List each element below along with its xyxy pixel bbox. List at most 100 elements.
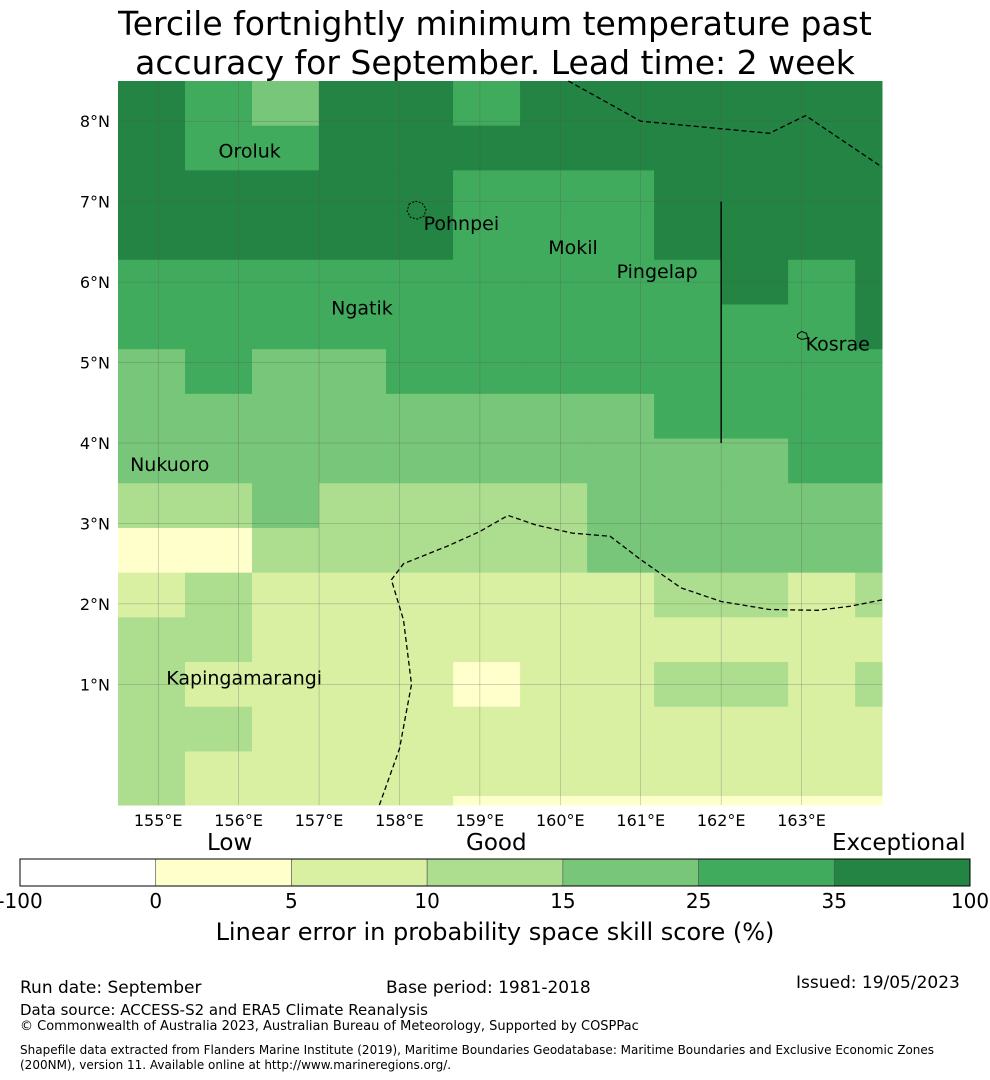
grid-cell <box>587 304 655 350</box>
grid-cell <box>185 617 253 663</box>
grid-cell <box>654 751 722 797</box>
grid-cell <box>252 349 320 395</box>
grid-cell <box>721 572 789 618</box>
grid-cell <box>520 304 588 350</box>
grid-cell <box>185 393 253 440</box>
grid-cell <box>118 304 186 350</box>
grid-cell <box>788 438 856 484</box>
grid-cell <box>386 438 454 484</box>
place-label-pingelap: Pingelap <box>617 261 698 283</box>
colorbar: -100 0 5 10 15 25 35 100 <box>0 858 989 913</box>
grid-cell <box>252 393 320 440</box>
grid-cell <box>520 527 588 574</box>
place-label-kapingamarangi: Kapingamarangi <box>166 667 322 689</box>
grid-cell <box>654 662 722 708</box>
grid-cell <box>453 662 521 708</box>
grid-cell <box>185 215 253 261</box>
grid-cell <box>319 751 387 797</box>
grid-cell <box>654 81 722 127</box>
grid-cell <box>319 438 387 484</box>
grid-cell <box>520 438 588 484</box>
grid-cell <box>118 527 186 574</box>
grid-cell <box>721 706 789 752</box>
grid-cell <box>587 438 655 484</box>
shapefile-credit: Shapefile data extracted from Flanders M… <box>20 1043 934 1073</box>
grid-cell <box>319 527 387 574</box>
grid-cell <box>252 483 320 529</box>
grid-cell <box>185 349 253 395</box>
grid-cell <box>788 483 856 529</box>
eez-boundaries <box>378 80 883 806</box>
place-label-oroluk: Oroluk <box>219 140 281 162</box>
grid-cell <box>252 617 320 663</box>
grid-cell <box>788 259 856 305</box>
grid-cell <box>788 572 856 618</box>
data-source: Data source: ACCESS-S2 and ERA5 Climate … <box>20 1001 428 1019</box>
grid-cell <box>453 751 521 797</box>
issued-date: Issued: 19/05/2023 <box>796 973 960 993</box>
grid-cell <box>319 796 387 806</box>
grid-cell <box>185 483 253 529</box>
grid-cell <box>386 662 454 708</box>
lat-tick-label: 6°N <box>80 273 110 292</box>
grid-cell <box>520 572 588 618</box>
grid-cell <box>185 527 253 574</box>
grid-cell <box>118 393 186 440</box>
grid-cell <box>386 527 454 574</box>
lon-tick-label: 160°E <box>536 811 585 830</box>
grid-cell <box>520 259 588 305</box>
grid-cell <box>654 215 722 261</box>
grid-cell <box>721 751 789 797</box>
grid-cell <box>587 81 655 127</box>
grid-cell <box>520 483 588 529</box>
grid-cell <box>319 662 387 708</box>
grid-cell <box>654 259 722 305</box>
grid-cell <box>252 796 320 806</box>
colorbar-tick-label: 15 <box>550 889 575 913</box>
colorbar-tick-label: 25 <box>686 889 711 913</box>
colorbar-tick-label: 5 <box>285 889 298 913</box>
copyright: © Commonwealth of Australia 2023, Austra… <box>20 1019 639 1034</box>
grid-cell <box>587 706 655 752</box>
grid-cell <box>654 796 722 806</box>
grid-cell <box>654 706 722 752</box>
grid-cell <box>453 572 521 618</box>
place-label-nukuoro: Nukuoro <box>130 454 209 476</box>
grid-cell <box>587 393 655 440</box>
grid-cell <box>118 751 186 797</box>
grid-cell <box>185 438 253 484</box>
colorbar-frame <box>19 858 971 887</box>
grid-cell <box>721 259 789 305</box>
grid-cell <box>721 483 789 529</box>
grid-cell <box>587 483 655 529</box>
grid-cell <box>252 125 320 171</box>
grid-cell <box>721 617 789 663</box>
grid-cell <box>319 125 387 171</box>
grid-cell <box>587 662 655 708</box>
title-line-1: Tercile fortnightly minimum temperature … <box>118 4 872 43</box>
grid-cell <box>721 81 789 127</box>
grid-cell <box>855 796 883 806</box>
grid-cell <box>453 617 521 663</box>
grid-cell <box>252 572 320 618</box>
grid-cell <box>721 215 789 261</box>
place-label-ngatik: Ngatik <box>331 297 393 319</box>
grid-cell <box>453 527 521 574</box>
grid-cell <box>520 796 588 806</box>
grid-cell <box>386 304 454 350</box>
grid-cell <box>855 662 883 708</box>
grid-cell <box>520 393 588 440</box>
grid-cell <box>654 438 722 484</box>
grid-cell <box>252 751 320 797</box>
grid-cell <box>788 617 856 663</box>
grid-cell <box>386 751 454 797</box>
grid-cell <box>788 706 856 752</box>
grid-cell <box>587 572 655 618</box>
grid-cell <box>319 349 387 395</box>
grid-cell <box>386 349 454 395</box>
run-date: Run date: September <box>20 978 202 998</box>
grid-cell <box>788 349 856 395</box>
grid-cell <box>185 662 253 708</box>
grid-cell <box>788 304 856 350</box>
grid-cell <box>587 170 655 216</box>
